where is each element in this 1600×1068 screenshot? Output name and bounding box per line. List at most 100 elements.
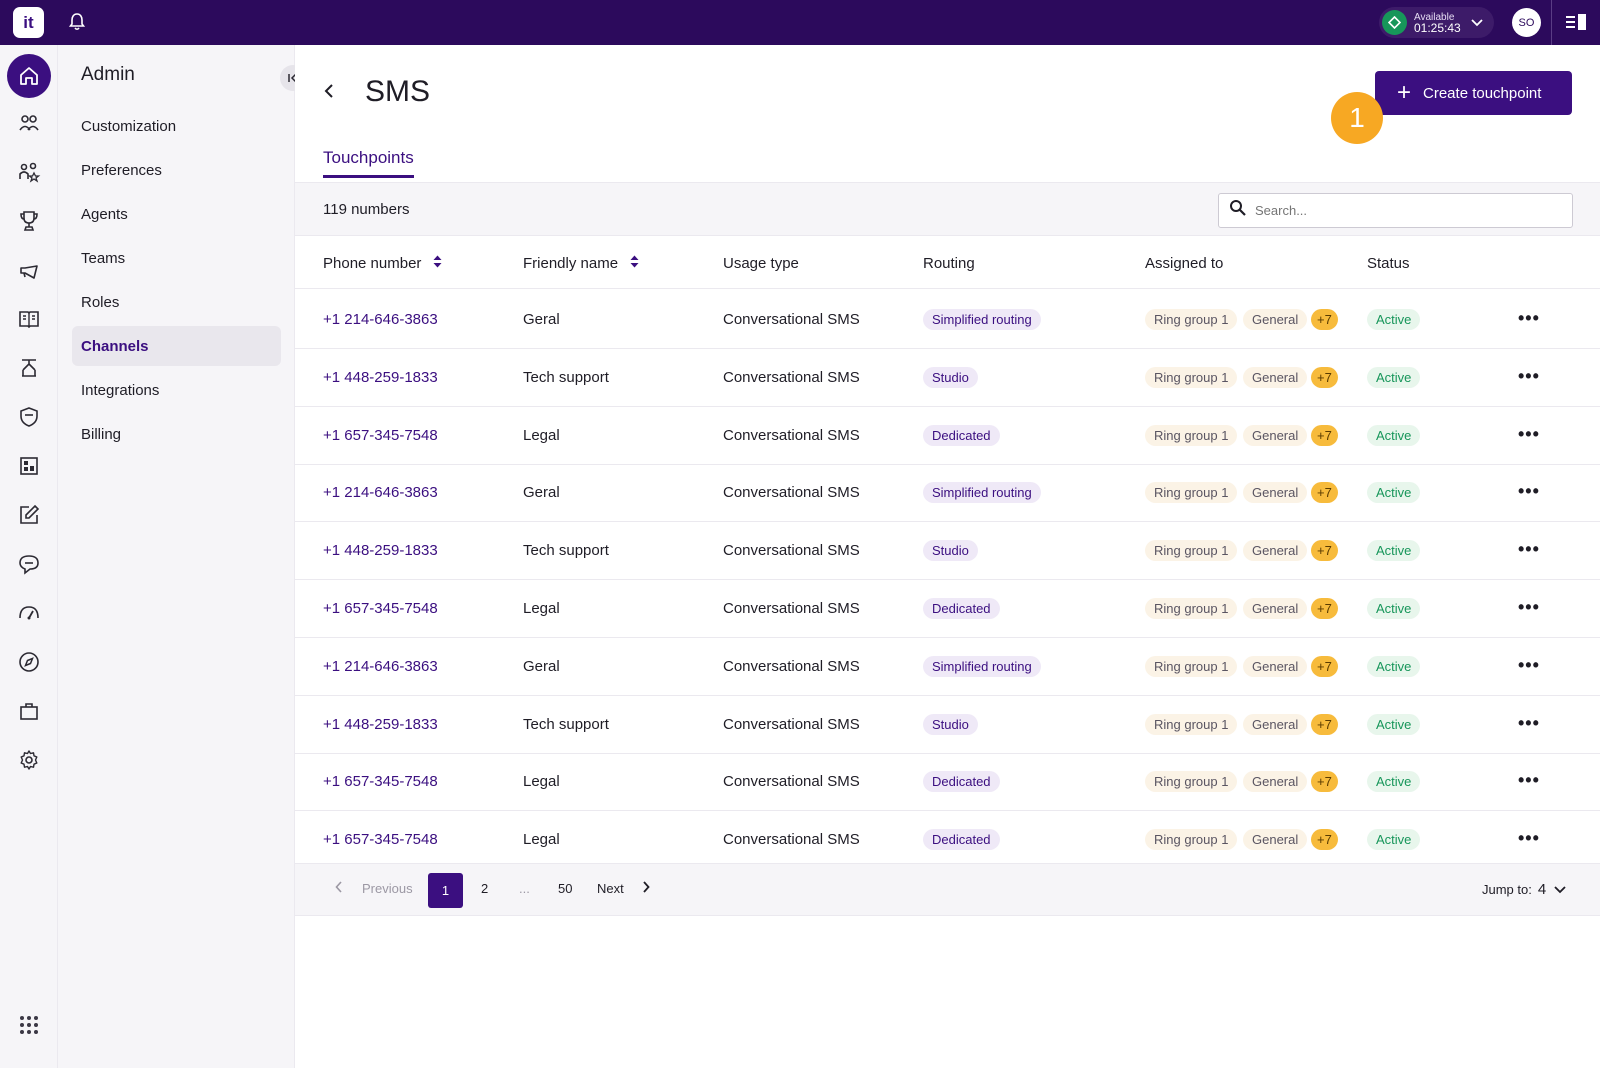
search-field[interactable] [1218,193,1573,228]
more-options-icon[interactable]: ••• [1518,365,1540,386]
book-icon[interactable] [9,299,49,339]
flow-icon[interactable] [9,348,49,388]
step-badge: 1 [1331,92,1383,144]
dashboard-icon[interactable] [9,446,49,486]
table-row[interactable]: +1 657-345-7548 Legal Conversational SMS De… [295,406,1600,465]
sort-icon[interactable] [630,255,639,272]
phone-number-link[interactable]: +1 448-259-1833 [323,715,438,733]
table-row[interactable]: +1 214-646-3863 Geral Conversational SMS Si… [295,290,1600,349]
more-assigned-tag[interactable]: +7 [1311,829,1338,851]
ring-group-tag: Ring group 1 [1145,655,1238,677]
trophy-icon[interactable] [9,201,49,241]
search-input[interactable] [1255,203,1555,218]
more-options-icon[interactable]: ••• [1518,481,1540,502]
more-options-icon[interactable]: ••• [1518,828,1540,849]
phone-number-link[interactable]: +1 448-259-1833 [323,368,438,386]
tab-touchpoints[interactable]: Touchpoints [323,148,414,178]
create-touchpoint-button[interactable]: + Create touchpoint [1375,71,1572,115]
shield-icon[interactable] [9,397,49,437]
sidebar-item-teams[interactable]: Teams [81,249,126,267]
availability-status[interactable]: Available 01:25:43 [1379,7,1494,38]
people-icon[interactable] [9,103,49,143]
phone-number-link[interactable]: +1 214-646-3863 [323,484,438,502]
briefcase-icon[interactable] [9,691,49,731]
more-assigned-tag[interactable]: +7 [1311,366,1338,388]
more-options-icon[interactable]: ••• [1518,539,1540,560]
table-row[interactable]: +1 657-345-7548 Legal Conversational SMS De… [295,810,1600,870]
table-row[interactable]: +1 657-345-7548 Legal Conversational SMS De… [295,579,1600,638]
assigned-tag: General [1243,424,1308,446]
sidebar-item-channels[interactable]: Channels [72,326,281,366]
table-header: Phone number Friendly name Usage type Ro… [295,236,1600,289]
more-options-icon[interactable]: ••• [1518,712,1540,733]
more-assigned-tag[interactable]: +7 [1311,713,1338,735]
sidebar-item-preferences[interactable]: Preferences [81,161,162,179]
compass-icon[interactable] [9,642,49,682]
home-icon[interactable] [7,54,51,98]
phone-number-link[interactable]: +1 657-345-7548 [323,831,438,849]
more-assigned-tag[interactable]: +7 [1311,424,1338,446]
usage-type: Conversational SMS [723,715,860,733]
back-icon[interactable] [323,83,335,104]
phone-number-link[interactable]: +1 214-646-3863 [323,311,438,328]
chevron-left-icon[interactable] [335,881,343,896]
page-50-button[interactable]: 50 [558,881,573,896]
side-panel-icon[interactable] [1565,13,1587,36]
assigned-tag: General [1243,366,1308,388]
more-assigned-tag[interactable]: +7 [1311,771,1338,793]
top-bar: it Available 01:25:43 SO [0,0,1600,45]
apps-grid-icon[interactable] [9,1005,49,1045]
edit-icon[interactable] [9,495,49,535]
status-badge: Active [1367,540,1421,562]
more-assigned-tag[interactable]: +7 [1311,598,1338,619]
page-2-button[interactable]: 2 [481,881,489,896]
sidebar-item-roles[interactable]: Roles [81,293,120,311]
sidebar-item-integrations[interactable]: Integrations [81,381,160,399]
table-row[interactable]: +1 657-345-7548 Legal Conversational SMS De… [295,752,1600,812]
status-badge: Active [1367,598,1421,619]
more-options-icon[interactable]: ••• [1518,423,1540,444]
usage-type: Conversational SMS [723,426,860,444]
jump-to-select[interactable]: Jump to: 4 [1482,881,1566,898]
table-row[interactable]: +1 214-646-3863 Geral Conversational SMS Si… [295,463,1600,523]
more-assigned-tag[interactable]: +7 [1311,540,1338,562]
speed-icon[interactable] [9,593,49,633]
gear-icon[interactable] [9,740,49,780]
phone-number-link[interactable]: +1 448-259-1833 [323,542,438,560]
team-icon[interactable] [9,152,49,192]
phone-number-link[interactable]: +1 657-345-7548 [323,426,438,444]
sidebar-item-agents[interactable]: Agents [81,205,128,223]
avatar[interactable]: SO [1512,8,1541,37]
app-logo[interactable]: it [13,7,44,38]
more-options-icon[interactable]: ••• [1518,308,1540,328]
col-phone-number[interactable]: Phone number [323,255,442,272]
pagination: Previous 1 2 ... 50 Next Jump to: 4 [295,863,1600,916]
more-assigned-tag[interactable]: +7 [1311,655,1338,677]
more-options-icon[interactable]: ••• [1518,597,1540,617]
chat-icon[interactable] [9,544,49,584]
assigned-tag: General [1243,540,1308,562]
phone-number-link[interactable]: +1 657-345-7548 [323,600,438,617]
table-row[interactable]: +1 214-646-3863 Geral Conversational SMS Si… [295,637,1600,696]
sidebar-item-customization[interactable]: Customization [81,117,177,135]
table-row[interactable]: +1 448-259-1833 Tech support Conversationa… [295,695,1600,754]
bell-icon[interactable] [66,11,88,33]
page-1-button[interactable]: 1 [428,873,463,908]
previous-button[interactable]: Previous [362,881,413,896]
table-row[interactable]: +1 448-259-1833 Tech support Conversationa… [295,521,1600,581]
megaphone-icon[interactable] [9,250,49,290]
more-options-icon[interactable]: ••• [1518,654,1540,675]
sidebar-item-billing[interactable]: Billing [81,425,122,443]
table-row[interactable]: +1 448-259-1833 Tech support Conversationa… [295,348,1600,407]
more-assigned-tag[interactable]: +7 [1311,482,1338,504]
more-options-icon[interactable]: ••• [1518,770,1540,791]
more-assigned-tag[interactable]: +7 [1311,309,1338,330]
routing-tag: Dedicated [923,598,1000,619]
next-button[interactable]: Next [597,881,624,896]
sort-icon[interactable] [433,255,442,272]
friendly-name: Tech support [523,542,609,560]
phone-number-link[interactable]: +1 657-345-7548 [323,773,438,791]
col-friendly-name[interactable]: Friendly name [523,255,639,272]
chevron-right-icon[interactable] [642,881,650,896]
phone-number-link[interactable]: +1 214-646-3863 [323,657,438,675]
